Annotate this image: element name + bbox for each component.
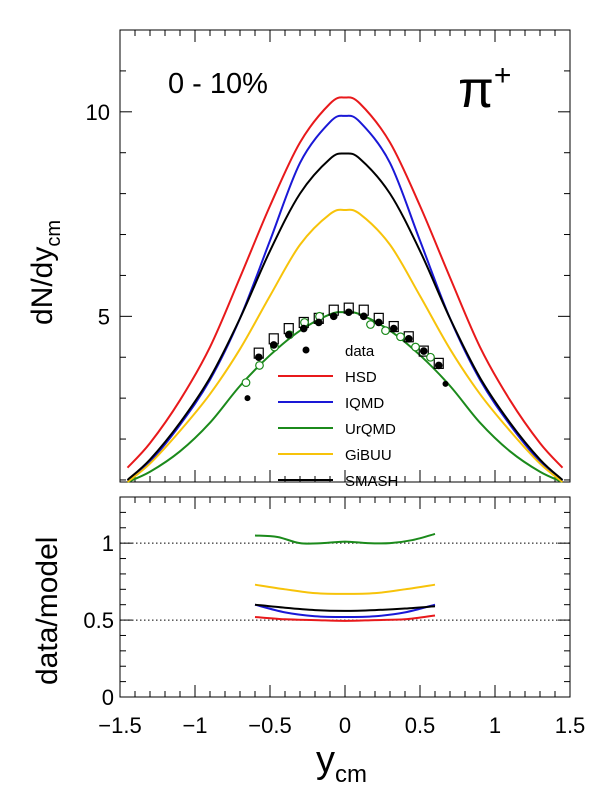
data-open-point xyxy=(426,352,435,362)
particle-annotation: π+ xyxy=(458,59,511,119)
curve-hsd xyxy=(126,96,564,469)
data-open-point xyxy=(366,320,375,329)
top-panel-plot xyxy=(126,96,564,483)
ratio-curve-hsd xyxy=(254,614,436,622)
curve-gibuu xyxy=(126,208,564,483)
legend: data HSD IQMD UrQMD GiBUU SMASH xyxy=(278,343,398,490)
data-systematic-box xyxy=(418,345,429,357)
particle-charge: + xyxy=(494,59,512,92)
top-y-tick-label: 5 xyxy=(98,304,110,329)
legend-marker-data xyxy=(302,346,310,354)
x-tick-label: −0.5 xyxy=(248,713,291,738)
data-point xyxy=(359,312,368,321)
legend-label-urqmd: UrQMD xyxy=(345,421,396,438)
x-axis-label-main: y xyxy=(316,739,335,781)
top-y-tick-label: 10 xyxy=(86,100,110,125)
data-point xyxy=(404,335,413,343)
data-point xyxy=(344,308,353,317)
data-open-point xyxy=(255,361,264,370)
ratio-curve-gibuu xyxy=(254,583,436,595)
bottom-panel-frame xyxy=(119,496,571,698)
x-tick-label: −1 xyxy=(182,713,207,738)
ratio-curve-smash xyxy=(254,603,436,612)
legend-label-hsd: HSD xyxy=(345,369,377,386)
data-point xyxy=(244,395,251,402)
x-tick-label: 1 xyxy=(489,713,501,738)
ratio-curve-iqmd xyxy=(254,603,436,618)
data-point xyxy=(299,324,308,333)
x-tick-label: −1.5 xyxy=(98,713,141,738)
data-point xyxy=(284,330,293,339)
data-point xyxy=(269,341,278,349)
data-open-point xyxy=(241,378,251,388)
legend-label-gibuu: GiBUU xyxy=(345,447,392,464)
data-open-point xyxy=(396,332,405,342)
bottom-y-tick-label: 1 xyxy=(102,531,114,556)
data-point xyxy=(419,347,428,355)
top-y-axis-label: dN/dycm xyxy=(26,220,65,325)
data-point xyxy=(314,318,323,327)
data-point xyxy=(374,318,383,327)
data-point xyxy=(442,380,449,387)
ratio-curve-urqmd xyxy=(254,532,436,545)
centrality-annotation: 0 - 10% xyxy=(168,68,268,100)
data-point xyxy=(254,353,263,362)
bottom-panel-ticks: 0 0.5 1 −1.5 −1 −0.5 0 0.5 1 1.5 xyxy=(83,496,586,738)
bottom-y-tick-label: 0 xyxy=(102,685,114,710)
x-tick-label: 0.5 xyxy=(405,713,436,738)
data-point xyxy=(434,361,443,370)
bottom-y-tick-label: 0.5 xyxy=(83,608,114,633)
x-tick-label: 1.5 xyxy=(555,713,586,738)
bottom-y-axis-label: data/model xyxy=(31,537,64,685)
data-point xyxy=(329,312,338,321)
top-panel-ticks: 5 10 xyxy=(86,29,571,482)
curve-iqmd xyxy=(126,114,564,482)
top-y-axis-label-main: dN/dy xyxy=(26,247,59,325)
data-open-point xyxy=(411,342,420,352)
x-tick-label: 0 xyxy=(339,713,351,738)
bottom-panel-plot xyxy=(120,532,570,622)
data-open-point xyxy=(381,326,390,336)
legend-label-iqmd: IQMD xyxy=(345,395,384,412)
x-axis-label-sub: cm xyxy=(335,761,367,788)
particle-symbol: π xyxy=(458,61,494,119)
top-y-axis-label-sub: cm xyxy=(43,220,65,247)
curve-smash xyxy=(126,152,564,481)
legend-label-data: data xyxy=(345,343,375,360)
legend-label-smash: SMASH xyxy=(345,473,398,490)
data-point xyxy=(389,324,398,333)
x-axis-label: ycm xyxy=(316,739,367,788)
